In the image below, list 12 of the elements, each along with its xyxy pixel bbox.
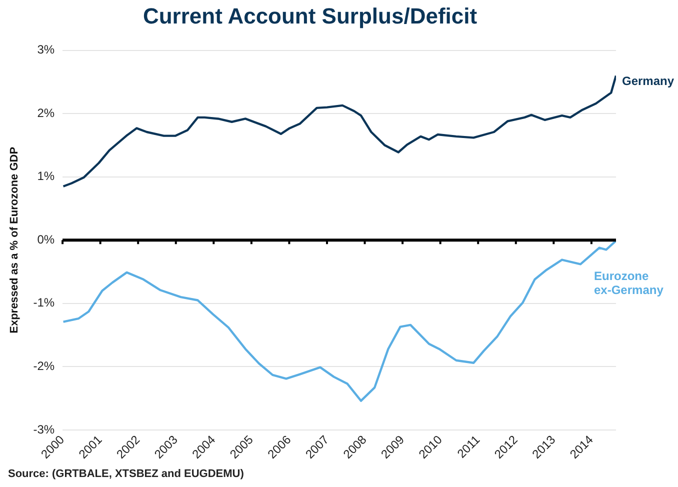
y-tick-label: 1% [37, 169, 55, 184]
y-tick-label: 0% [37, 232, 55, 246]
y-tick-label: -1% [33, 296, 55, 310]
y-tick-label: 2% [37, 106, 55, 120]
chart-title: Current Account Surplus/Deficit [142, 3, 478, 28]
source-note: Source: (GRTBALE, XTSBEZ and EUGDEMU) [8, 468, 244, 480]
series-label: Eurozone ex-Germany [594, 269, 664, 298]
y-tick-label: 3% [37, 42, 55, 57]
y-tick-label: -2% [33, 358, 55, 373]
y-axis-title: Expressed as a % of Eurozone GDP [8, 146, 21, 334]
series-label: Germany [622, 74, 674, 88]
y-tick-label: -3% [33, 422, 55, 436]
